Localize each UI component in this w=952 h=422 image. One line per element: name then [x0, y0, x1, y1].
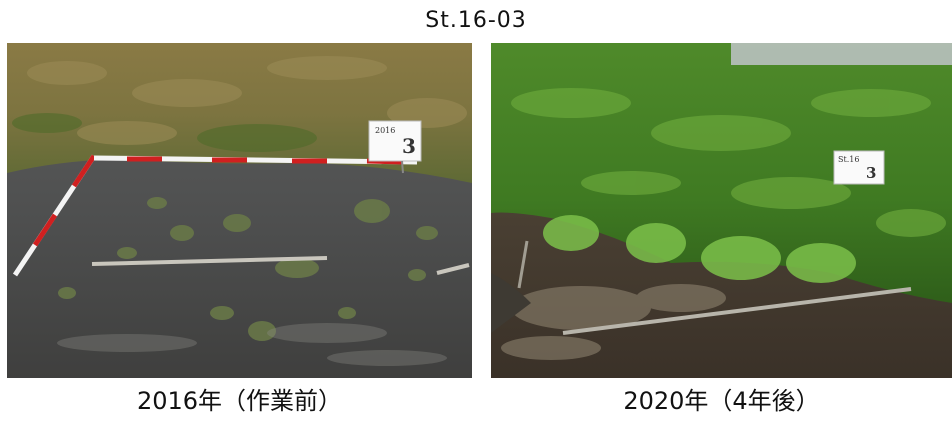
photo-2016: 2016 3 — [7, 43, 472, 378]
sign-station-label: St.16 — [838, 155, 859, 164]
photo-2020: St.16 3 — [491, 43, 952, 378]
sign-year-label: 2016 — [375, 126, 395, 135]
caption-2020: 2020年（4年後） — [623, 387, 820, 415]
sign-number: 3 — [402, 134, 416, 158]
page-title: St.16-03 — [425, 8, 527, 33]
caption-2016: 2016年（作業前） — [136, 387, 343, 415]
sign-number: 3 — [866, 164, 876, 182]
